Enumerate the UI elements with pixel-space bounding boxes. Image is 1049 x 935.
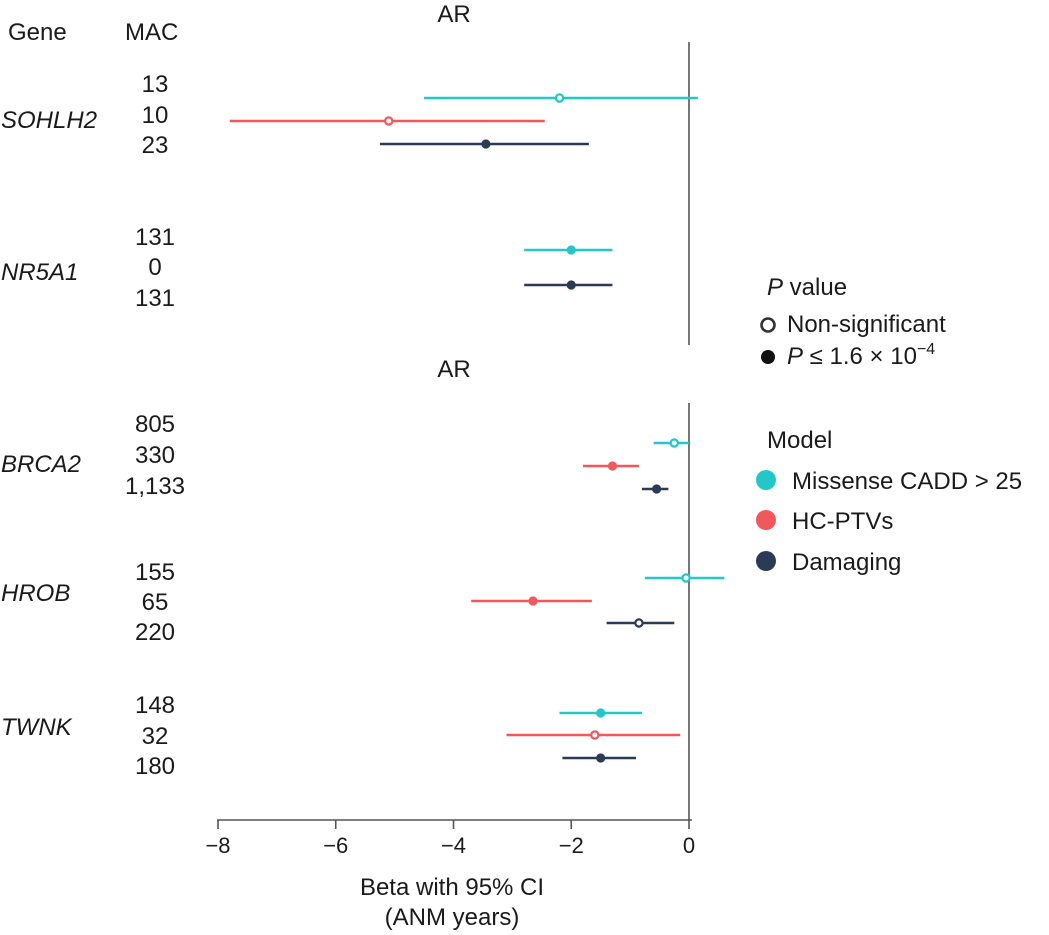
panel-1-title: AR (437, 1, 470, 28)
x-tick-label: −4 (441, 833, 466, 858)
point-estimate-nonsignificant (590, 730, 600, 740)
significant-legend-threshold: ≤ 1.6 × 10 (803, 343, 917, 370)
mac-value: 10 (142, 102, 169, 129)
mac-value: 155 (135, 559, 175, 586)
point-estimate-nonsignificant (669, 438, 679, 448)
mac-value: 0 (148, 254, 161, 281)
point-estimate-nonsignificant (681, 573, 691, 583)
x-tick-label: −2 (559, 833, 584, 858)
point-estimate-nonsignificant (634, 618, 644, 628)
row-labels: SOHLH2131023NR5A11310131BRCA28053301,133… (1, 71, 185, 780)
model-swatch-missense-icon (756, 470, 776, 490)
gene-column-header: Gene (8, 19, 67, 46)
model-swatch-damaging-icon (756, 551, 776, 571)
significant-marker-icon (761, 350, 775, 364)
point-estimate-nonsignificant (554, 93, 565, 103)
mac-value: 32 (142, 723, 169, 750)
mac-value: 805 (135, 411, 175, 438)
point-estimate-significant (566, 280, 576, 290)
mac-value: 330 (135, 442, 175, 469)
mac-value: 65 (142, 589, 169, 616)
x-tick-label: 0 (683, 833, 695, 858)
significant-legend-exponent: −4 (917, 341, 935, 358)
mac-value: 148 (135, 692, 175, 719)
p-value-legend-title-rest: value (783, 274, 847, 301)
gene-label-sohlh2: SOHLH2 (1, 107, 97, 134)
point-estimate-significant (607, 461, 618, 471)
point-estimate-nonsignificant (384, 116, 394, 126)
x-axis-ticks: −8 −6 −4 −2 0 (205, 820, 695, 858)
mac-value: 23 (142, 132, 169, 159)
mac-value: 13 (142, 71, 169, 98)
gene-label-hrob: HROB (1, 580, 70, 607)
significant-legend-p: P (787, 343, 803, 370)
forest-marks (229, 93, 725, 763)
mac-value: 1,133 (125, 473, 185, 500)
p-value-legend: P value Non-significant P ≤ 1.6 × 10−4 (760, 274, 946, 370)
x-axis-label-line2: (ANM years) (385, 904, 520, 931)
mac-value: 131 (135, 224, 175, 251)
panel-2-title: AR (437, 356, 470, 383)
p-value-legend-title: P value (767, 274, 847, 301)
significant-legend-label: P ≤ 1.6 × 10−4 (787, 341, 935, 370)
nonsignificant-marker-icon (760, 317, 776, 333)
x-tick-label: −6 (323, 833, 348, 858)
nonsignificant-legend-label: Non-significant (787, 311, 946, 338)
mac-value: 131 (135, 285, 175, 312)
p-value-legend-title-p: P (767, 274, 783, 301)
point-estimate-significant (481, 139, 491, 149)
gene-label-nr5a1: NR5A1 (1, 259, 78, 286)
x-tick-label: −8 (205, 833, 230, 858)
model-label-hcptv: HC-PTVs (792, 508, 893, 535)
point-estimate-significant (652, 484, 662, 494)
model-label-damaging: Damaging (792, 549, 901, 576)
mac-column-header: MAC (125, 19, 178, 46)
model-label-missense: Missense CADD > 25 (792, 468, 1022, 495)
mac-value: 220 (135, 619, 175, 646)
point-estimate-significant (596, 753, 606, 763)
model-legend-title: Model (767, 427, 832, 454)
gene-label-twnk: TWNK (1, 714, 73, 741)
point-estimate-significant (528, 596, 538, 606)
model-swatch-hcptv-icon (756, 510, 776, 530)
mac-value: 180 (135, 753, 175, 780)
point-estimate-significant (566, 245, 576, 255)
x-axis-label-line1: Beta with 95% CI (360, 874, 544, 901)
point-estimate-significant (596, 708, 606, 718)
model-legend: Model Missense CADD > 25 HC-PTVs Damagin… (756, 427, 1022, 576)
gene-label-brca2: BRCA2 (1, 451, 81, 478)
